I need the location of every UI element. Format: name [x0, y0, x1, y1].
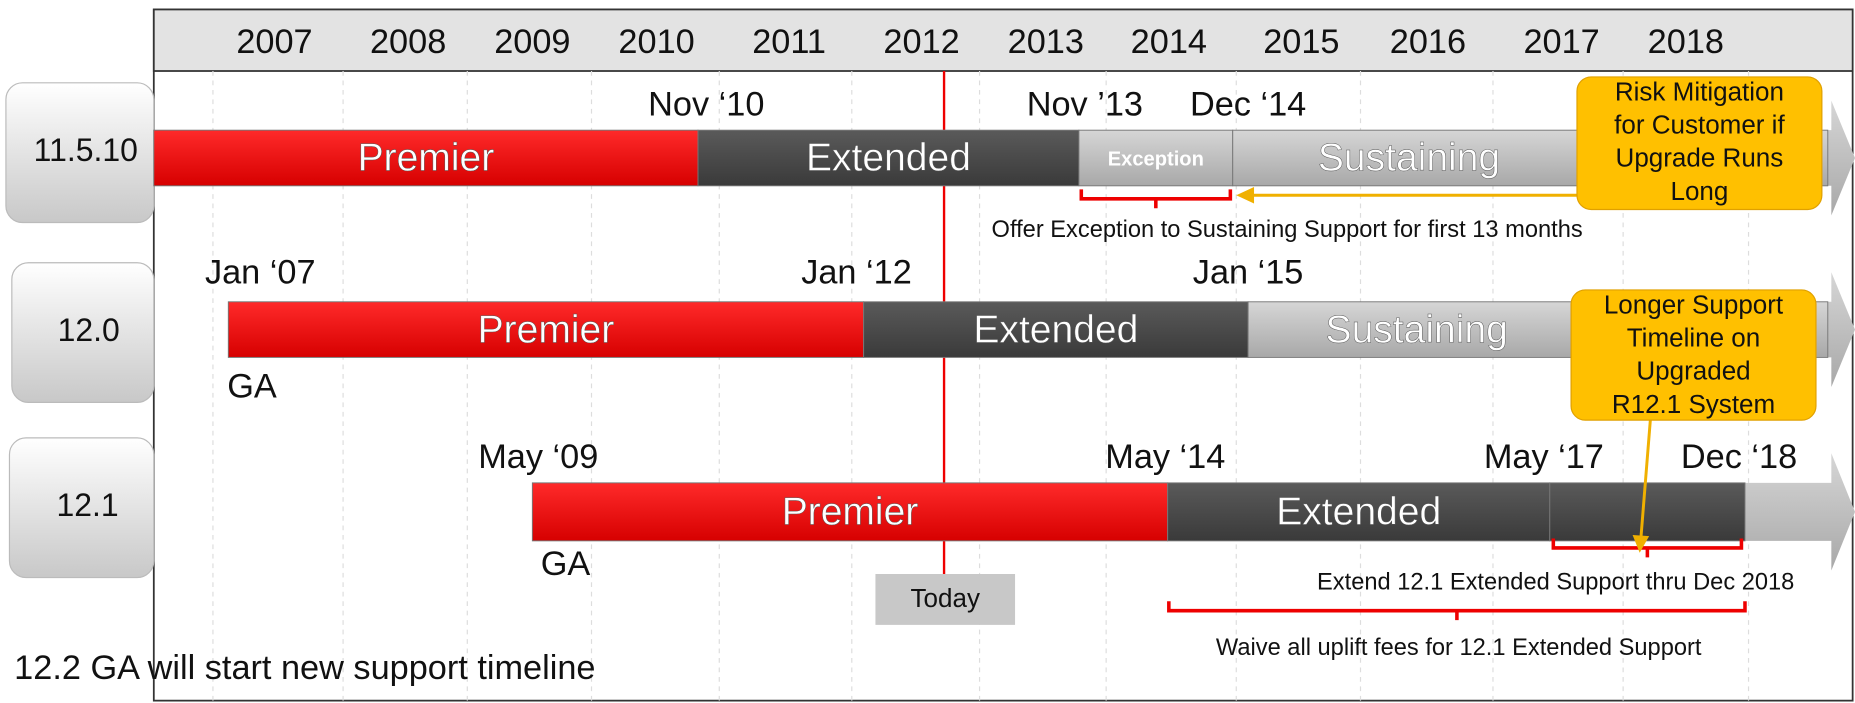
annotation: Waive all uplift fees for 12.1 Extended … — [1216, 635, 1702, 661]
date-label: Jan ‘15 — [1193, 254, 1304, 292]
annotation: Offer Exception to Sustaining Support fo… — [992, 217, 1583, 243]
segment — [153, 129, 699, 187]
date-label: May ‘09 — [478, 438, 598, 476]
today-box — [875, 573, 1016, 625]
bracket — [1167, 601, 1747, 621]
segment — [863, 301, 1249, 358]
segment — [697, 129, 1080, 187]
footer-note: 12.2 GA will start new support timeline — [14, 649, 595, 687]
segment-label: Sustaining — [1326, 308, 1508, 351]
date-label: Nov ‘10 — [648, 86, 764, 124]
date-label: May ‘17 — [1484, 438, 1604, 476]
ga-label: GA — [227, 367, 277, 405]
year-label: 2012 — [883, 23, 959, 61]
year-label: 2014 — [1131, 23, 1207, 61]
date-label: Nov ’13 — [1027, 86, 1143, 124]
year-label: 2015 — [1263, 23, 1339, 61]
today-label: Today — [911, 583, 980, 613]
segment — [531, 482, 1169, 542]
annotation: Extend 12.1 Extended Support thru Dec 20… — [1317, 570, 1794, 596]
callout-line: Upgraded — [1636, 356, 1750, 386]
row-label-box — [11, 262, 155, 403]
date-label: May ‘14 — [1105, 438, 1225, 476]
bracket — [1079, 189, 1233, 209]
callout-line: Longer Support — [1604, 289, 1784, 319]
callout-line: R12.1 System — [1612, 389, 1775, 419]
bar-arrow — [1825, 100, 1855, 216]
date-label: Jan ‘12 — [801, 254, 912, 292]
segment — [1549, 482, 1746, 542]
segment — [1078, 129, 1234, 187]
date-label: Dec ‘14 — [1190, 86, 1306, 124]
callout-line: Risk Mitigation — [1615, 76, 1784, 106]
row-label-box — [8, 437, 155, 579]
segment-label: Extended — [1276, 491, 1441, 534]
ga-label: GA — [541, 545, 591, 583]
segment-label: Premier — [782, 491, 919, 534]
callout-line: for Customer if — [1614, 110, 1785, 140]
segment — [1167, 482, 1551, 542]
segment — [227, 301, 865, 358]
segment-label: Premier — [478, 308, 615, 351]
arrow-head — [1236, 186, 1255, 204]
segment-label: Extended — [973, 308, 1138, 351]
year-label: 2007 — [236, 23, 312, 61]
bar-arrow — [1825, 272, 1855, 388]
bracket — [1551, 538, 1744, 558]
year-label: 2011 — [752, 23, 826, 61]
segment-label: Extended — [806, 137, 971, 180]
callout-line: Upgrade Runs — [1616, 143, 1784, 173]
segment-label: Sustaining — [1318, 137, 1500, 180]
year-label: 2009 — [494, 23, 570, 61]
year-header — [152, 8, 1854, 72]
callout-box — [1570, 289, 1817, 421]
callout-line: Timeline on — [1627, 323, 1760, 353]
bar-arrow — [1742, 453, 1855, 571]
arrow-head — [1632, 534, 1650, 553]
segment-label: Exception — [1108, 149, 1204, 171]
callout-line: Long — [1670, 176, 1728, 206]
segment-label: Premier — [358, 137, 495, 180]
callout-arrow — [1639, 420, 1652, 539]
date-label: Dec ‘18 — [1681, 438, 1797, 476]
row-label: 11.5.10 — [34, 132, 138, 168]
callout-box — [1576, 76, 1823, 211]
year-label: 2018 — [1648, 23, 1724, 61]
date-label: Jan ‘07 — [205, 254, 316, 292]
row-label: 12.0 — [58, 312, 120, 348]
year-label: 2017 — [1523, 23, 1599, 61]
year-label: 2016 — [1390, 23, 1466, 61]
row-label: 12.1 — [56, 487, 118, 523]
year-label: 2013 — [1008, 23, 1084, 61]
year-label: 2008 — [370, 23, 446, 61]
year-label: 2010 — [618, 23, 694, 61]
